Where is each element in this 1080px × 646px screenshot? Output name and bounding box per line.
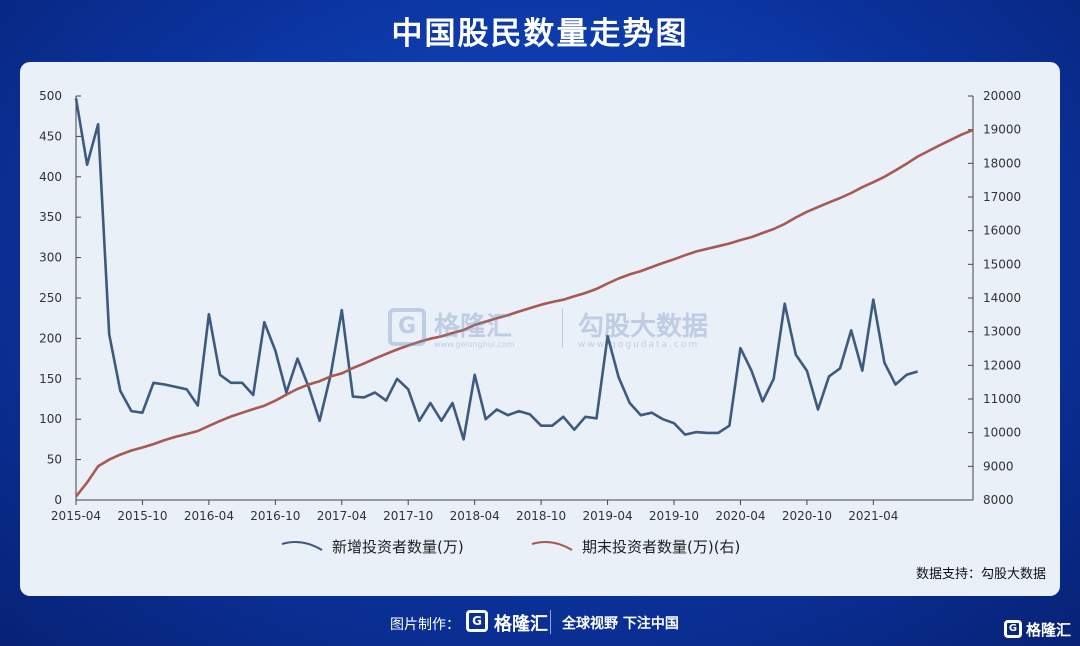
- y-left-tick-label: 250: [39, 291, 62, 305]
- x-tick-label: 2018-04: [450, 509, 500, 523]
- chart: 0 50 100 150 200 250 300 350 400 450 500 8000 9000 10…: [39, 89, 1021, 556]
- series-line-total-investors: [74, 128, 974, 498]
- x-tick-label: 2017-10: [383, 509, 433, 523]
- y-left-tick-label: 200: [39, 331, 62, 345]
- legend-swatch-total-investors: [531, 541, 573, 551]
- legend-label-total-investors: 期末投资者数量(万)(右): [582, 538, 740, 556]
- x-tick-label: 2019-04: [582, 509, 632, 523]
- footer-slogan: 全球视野 下注中国: [562, 616, 679, 632]
- corner-logo-icon: G: [1004, 620, 1022, 638]
- x-tick-label: 2020-04: [715, 509, 765, 523]
- y-right-tick-label: 10000: [983, 426, 1021, 440]
- x-tick-label: 2016-04: [184, 509, 234, 523]
- data-source-note: 数据支持：勾股大数据: [915, 567, 1046, 582]
- series-line-new-investors: [74, 98, 918, 441]
- footer-logo-icon: G: [466, 610, 488, 632]
- footer-divider: [550, 610, 551, 634]
- y-left-tick-label: 500: [39, 89, 62, 103]
- footer-made-by-label: 图片制作：: [390, 617, 460, 633]
- y-right-tick-label: 15000: [983, 257, 1021, 271]
- x-tick-label: 2015-04: [51, 509, 101, 523]
- footer: 图片制作： G 格隆汇 全球视野 下注中国: [0, 604, 1080, 640]
- y-left-tick-label: 300: [39, 251, 62, 265]
- x-tick-label: 2018-10: [516, 509, 566, 523]
- y-left-tick-label: 450: [39, 129, 62, 143]
- x-tick-label: 2015-10: [117, 509, 167, 523]
- x-tick-label: 2019-10: [649, 509, 699, 523]
- y-left-tick-label: 350: [39, 210, 62, 224]
- y-right-tick-label: 8000: [983, 493, 1014, 507]
- y-right-tick-label: 19000: [983, 123, 1021, 137]
- y-left-tick-label: 100: [39, 412, 62, 426]
- legend-swatch-new-investors: [281, 541, 323, 551]
- y-right-tick-label: 12000: [983, 358, 1021, 372]
- y-right-tick-label: 18000: [983, 156, 1021, 170]
- legend-label-new-investors: 新增投资者数量(万): [332, 538, 464, 556]
- footer-brand: 格隆汇: [494, 614, 548, 635]
- chart-card: 0 50 100 150 200 250 300 350 400 450 500 8000 9000 10…: [20, 62, 1060, 596]
- y-right-tick-label: 17000: [983, 190, 1021, 204]
- y-left-tick-label: 50: [47, 453, 62, 467]
- y-left-tick-label: 150: [39, 372, 62, 386]
- y-right-tick-label: 9000: [983, 459, 1014, 473]
- y-right-tick-label: 16000: [983, 224, 1021, 238]
- y-right-tick-label: 20000: [983, 89, 1021, 103]
- y-right-tick-label: 11000: [983, 392, 1021, 406]
- page-title: 中国股民数量走势图: [391, 16, 689, 52]
- x-tick-label: 2021-04: [848, 509, 898, 523]
- y-right-tick-label: 13000: [983, 325, 1021, 339]
- x-tick-label: 2020-10: [782, 509, 832, 523]
- corner-brand: 格隆汇: [1026, 621, 1072, 639]
- x-tick-label: 2016-10: [250, 509, 300, 523]
- x-tick-label: 2017-04: [317, 509, 367, 523]
- y-right-tick-label: 14000: [983, 291, 1021, 305]
- y-left-tick-label: 400: [39, 170, 62, 184]
- y-left-tick-label: 0: [54, 493, 62, 507]
